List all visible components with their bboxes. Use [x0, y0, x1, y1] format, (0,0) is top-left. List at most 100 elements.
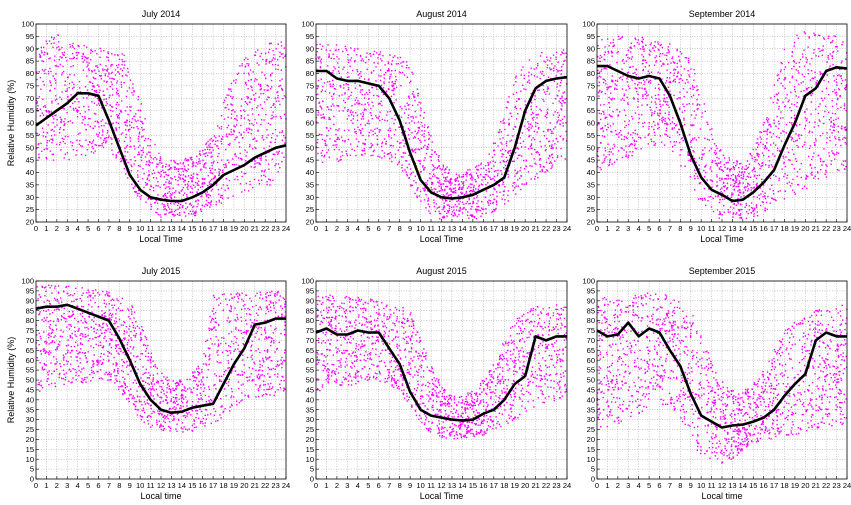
y-tick-label: 50: [26, 143, 34, 152]
scatter-point: [329, 49, 331, 52]
scatter-point: [51, 36, 53, 39]
scatter-point: [822, 132, 824, 135]
scatter-point: [480, 215, 482, 217]
scatter-point: [828, 118, 831, 121]
scatter-point: [642, 62, 644, 65]
y-tick-label: 85: [306, 57, 314, 66]
scatter-point: [367, 102, 369, 104]
scatter-point: [254, 166, 256, 168]
scatter-point: [786, 147, 789, 149]
scatter-point: [47, 73, 50, 75]
scatter-point: [599, 54, 602, 57]
scatter-point: [192, 161, 194, 163]
scatter-point: [77, 91, 80, 93]
scatter-point: [474, 166, 477, 168]
scatter-point: [66, 88, 68, 90]
scatter-point: [837, 107, 839, 110]
scatter-point: [187, 175, 190, 177]
scatter-point: [176, 163, 178, 165]
scatter-point: [778, 123, 780, 125]
scatter-point: [565, 122, 567, 124]
scatter-point: [192, 210, 194, 213]
scatter-point: [518, 177, 521, 180]
scatter-point: [489, 200, 492, 202]
scatter-point: [115, 103, 117, 106]
scatter-point: [237, 179, 239, 181]
panel-jul-2014: 0 1 2 3 4 5 6 7 8 9 10 11 12 13 14 15 16 17 18 19 20 21 22 23 24…: [6, 9, 290, 244]
scatter-point: [559, 123, 561, 125]
scatter-point: [454, 179, 456, 181]
scatter-point: [243, 131, 245, 133]
scatter-point: [326, 144, 328, 147]
scatter-point: [126, 106, 128, 108]
scatter-point: [647, 81, 650, 84]
scatter-point: [624, 126, 626, 129]
scatter-point: [737, 201, 739, 204]
scatter-point: [417, 129, 420, 132]
scatter-point: [400, 142, 402, 144]
scatter-point: [661, 121, 664, 123]
scatter-point: [126, 75, 128, 77]
scatter-point: [614, 87, 616, 89]
scatter-point: [692, 155, 694, 157]
scatter-point: [165, 163, 167, 166]
scatter-point: [84, 59, 86, 61]
scatter-point: [168, 188, 171, 190]
scatter-point: [79, 132, 81, 134]
y-tick-label: 65: [306, 106, 314, 115]
scatter-point: [834, 158, 836, 160]
scatter-point: [321, 89, 324, 91]
scatter-point: [638, 113, 640, 116]
scatter-point: [656, 112, 659, 114]
scatter-point: [489, 176, 491, 179]
scatter-point: [384, 119, 386, 121]
scatter-point: [436, 207, 439, 209]
scatter-point: [552, 70, 555, 72]
scatter-point: [475, 217, 478, 220]
scatter-point: [241, 63, 243, 65]
scatter-point: [604, 80, 607, 82]
scatter-point: [110, 81, 113, 83]
scatter-point: [98, 70, 100, 72]
scatter-point: [663, 144, 666, 146]
scatter-point: [344, 101, 346, 104]
scatter-point: [627, 123, 630, 126]
scatter-point: [147, 137, 150, 140]
scatter-point: [487, 164, 489, 166]
scatter-point: [736, 160, 738, 163]
scatter-point: [523, 159, 525, 162]
scatter-point: [658, 87, 660, 90]
scatter-point: [45, 135, 47, 138]
scatter-point: [76, 109, 78, 111]
scatter-point: [815, 140, 817, 142]
scatter-point: [551, 153, 553, 155]
scatter-point: [444, 189, 446, 192]
scatter-point: [345, 49, 348, 51]
scatter-point: [565, 130, 567, 133]
scatter-point: [42, 60, 45, 63]
scatter-point: [186, 160, 189, 162]
scatter-point: [755, 148, 757, 151]
scatter-point: [137, 174, 139, 176]
scatter-point: [844, 126, 847, 128]
y-tick-label: 55: [26, 131, 34, 140]
scatter-point: [443, 215, 445, 218]
scatter-point: [739, 182, 741, 185]
scatter-point: [760, 138, 763, 140]
scatter-point: [127, 113, 129, 116]
scatter-point: [735, 165, 737, 167]
scatter-point: [274, 97, 277, 99]
scatter-point: [730, 201, 733, 203]
scatter-point: [201, 185, 204, 188]
scatter-point: [641, 104, 643, 106]
scatter-point: [138, 153, 141, 155]
scatter-point: [454, 203, 456, 206]
scatter-point: [834, 46, 837, 48]
scatter-point: [750, 202, 753, 204]
scatter-point: [744, 206, 746, 208]
scatter-point: [141, 129, 144, 131]
scatter-point: [266, 184, 268, 186]
scatter-point: [546, 116, 548, 119]
scatter-point: [788, 181, 791, 183]
scatter-point: [723, 205, 725, 207]
